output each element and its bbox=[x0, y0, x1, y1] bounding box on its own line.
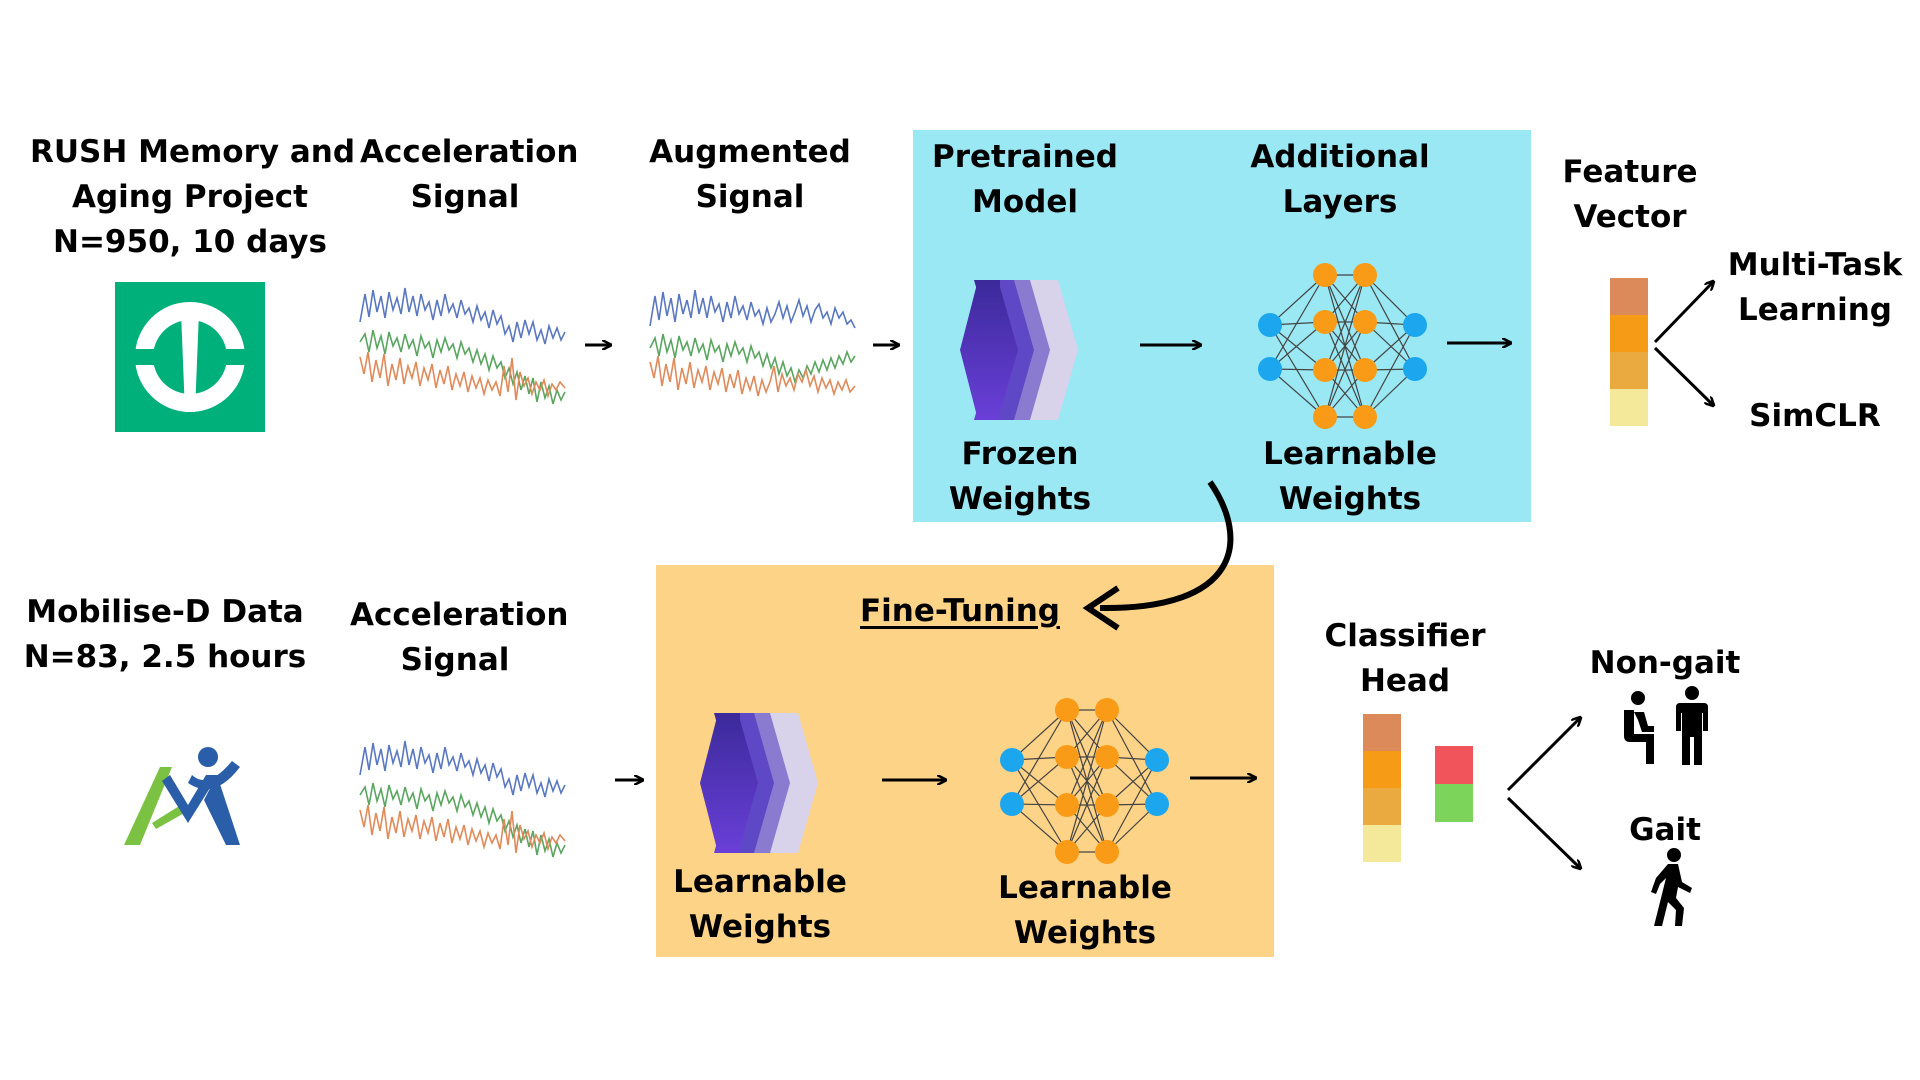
frozen-weights-label: Frozen Weights bbox=[948, 436, 1092, 517]
arrow-classifier-to-gait bbox=[1506, 796, 1580, 868]
arrow-feature-to-simclr bbox=[1653, 346, 1713, 405]
feature-cell bbox=[1610, 389, 1648, 426]
walking-person-icon bbox=[1651, 848, 1692, 926]
signal-trace-orange bbox=[359, 351, 566, 401]
top-neural-network-icon bbox=[1258, 263, 1427, 429]
frozen-layers-icon bbox=[960, 280, 1078, 420]
feature-vector-label: Feature Vector bbox=[1562, 154, 1698, 235]
signal-trace-green bbox=[359, 782, 566, 858]
feature-cell bbox=[1610, 352, 1648, 389]
rush-logo bbox=[115, 282, 265, 432]
classifier-head-label: Classifier Head bbox=[1324, 618, 1486, 699]
bottom-left-learnable-weights-label: Learnable Weights bbox=[673, 864, 847, 945]
output-cell-green bbox=[1435, 784, 1473, 822]
additional-layers-label: Additional Layers bbox=[1250, 139, 1430, 220]
standing-person-icon bbox=[1676, 686, 1708, 765]
signal-trace-green bbox=[649, 333, 856, 385]
fine-tuning-curved-arrow bbox=[1099, 480, 1234, 612]
mobilise-d-dataset-label: Mobilise-D Data N=83, 2.5 hours bbox=[23, 594, 307, 675]
feature-cell bbox=[1363, 825, 1401, 862]
augmented-signal-label: Augmented Signal bbox=[649, 134, 851, 215]
classifier-output bbox=[1435, 746, 1473, 822]
bottom-acceleration-signal-plot bbox=[359, 740, 566, 858]
gait-label: Gait bbox=[1629, 812, 1701, 848]
signal-trace-orange bbox=[649, 355, 856, 397]
signal-trace-blue bbox=[649, 289, 856, 329]
signal-trace-blue bbox=[359, 287, 566, 345]
mobilise-d-logo bbox=[124, 747, 240, 845]
signal-trace-orange bbox=[359, 804, 566, 854]
top-acceleration-signal-plot bbox=[359, 287, 566, 405]
bottom-right-learnable-weights-label: Learnable Weights bbox=[998, 870, 1172, 951]
output-cell-red bbox=[1435, 746, 1473, 784]
fine-tuning-label: Fine-Tuning bbox=[860, 593, 1060, 629]
sitting-person-icon bbox=[1624, 691, 1654, 764]
top-learnable-weights-label: Learnable Weights bbox=[1263, 436, 1437, 517]
bottom-acceleration-signal-label: Acceleration Signal bbox=[350, 597, 569, 678]
classifier-head-vector bbox=[1363, 714, 1401, 862]
fine-tuning-arrowhead bbox=[1082, 585, 1120, 631]
feature-cell bbox=[1363, 788, 1401, 825]
learnable-layers-icon bbox=[700, 713, 818, 853]
augmented-signal-plot bbox=[649, 289, 856, 397]
feature-cell bbox=[1610, 278, 1648, 315]
simclr-label: SimCLR bbox=[1749, 398, 1881, 434]
arrow-classifier-to-nongait bbox=[1506, 718, 1580, 792]
feature-cell bbox=[1363, 714, 1401, 751]
arrow-feature-to-multitask bbox=[1653, 282, 1713, 344]
multi-task-learning-label: Multi-Task Learning bbox=[1727, 247, 1903, 328]
signal-trace-green bbox=[359, 329, 566, 405]
feature-cell bbox=[1363, 751, 1401, 788]
signal-trace-blue bbox=[359, 740, 566, 798]
pretrained-model-label: Pretrained Model bbox=[932, 139, 1118, 220]
feature-vector bbox=[1610, 278, 1648, 426]
non-gait-label: Non-gait bbox=[1589, 645, 1741, 681]
top-acceleration-signal-label: Acceleration Signal bbox=[360, 134, 579, 215]
rush-dataset-label: RUSH Memory and Aging Project N=950, 10 da… bbox=[30, 134, 356, 260]
bottom-neural-network-icon bbox=[1000, 698, 1169, 864]
feature-cell bbox=[1610, 315, 1648, 352]
